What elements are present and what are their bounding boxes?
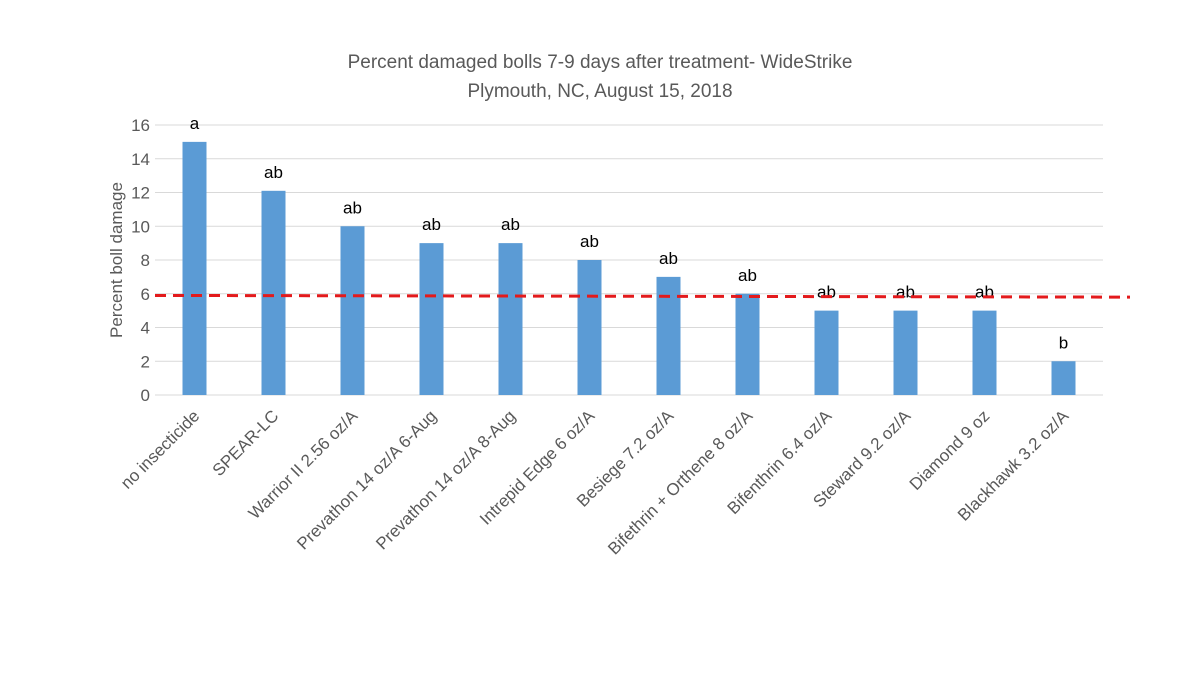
chart-subtitle: Plymouth, NC, August 15, 2018 [467, 81, 732, 102]
bar [893, 310, 918, 395]
data-label: ab [501, 215, 520, 234]
bar [972, 310, 997, 395]
bar [735, 293, 760, 395]
data-label: ab [580, 232, 599, 251]
reference-line [154, 293, 1131, 299]
data-label: ab [422, 215, 441, 234]
y-tick-label: 12 [131, 184, 150, 203]
data-label: ab [659, 249, 678, 268]
x-tick-label: Prevathon 14 oz/A 6-Aug [293, 406, 440, 553]
bar [419, 243, 444, 395]
bar [261, 190, 286, 395]
bar [656, 276, 681, 395]
data-label: ab [896, 283, 915, 302]
bar [1051, 361, 1076, 395]
bar [814, 310, 839, 395]
data-label: ab [975, 283, 994, 302]
bar [498, 243, 523, 395]
x-tick-label: no insecticide [117, 406, 203, 492]
reference-dashed-line [154, 293, 1131, 299]
y-tick-label: 16 [131, 116, 150, 135]
y-tick-label: 6 [141, 285, 150, 304]
y-tick-label: 0 [141, 386, 150, 405]
x-tick-label: Bifethrin + Orthene 8 oz/A [604, 406, 757, 559]
y-tick-label: 4 [141, 319, 150, 338]
data-label: ab [264, 163, 283, 182]
x-tick-label: Diamond 9 oz [906, 406, 994, 494]
y-tick-label: 2 [141, 352, 150, 371]
data-label: ab [817, 283, 836, 302]
gridlines [155, 124, 1103, 396]
x-tick-label: Prevathon 14 oz/A 8-Aug [372, 406, 519, 553]
y-axis-ticks: 0 2 4 6 8 10 12 14 16 [131, 116, 150, 405]
y-tick-label: 14 [131, 150, 150, 169]
y-tick-label: 10 [131, 217, 150, 236]
y-tick-label: 8 [141, 251, 150, 270]
chart-title: Percent damaged bolls 7-9 days after tre… [348, 52, 853, 73]
x-tick-label: SPEAR-LC [209, 406, 283, 480]
data-label: a [190, 114, 200, 133]
bar [182, 141, 207, 395]
data-labels: a ab ab ab ab ab ab ab ab ab ab b [190, 114, 1068, 352]
bar [340, 226, 365, 395]
data-label: ab [738, 266, 757, 285]
data-label: ab [343, 198, 362, 217]
bar [577, 260, 602, 395]
bars [182, 141, 1076, 395]
data-label: b [1059, 333, 1068, 352]
y-axis-label: Percent boll damage [107, 182, 126, 338]
